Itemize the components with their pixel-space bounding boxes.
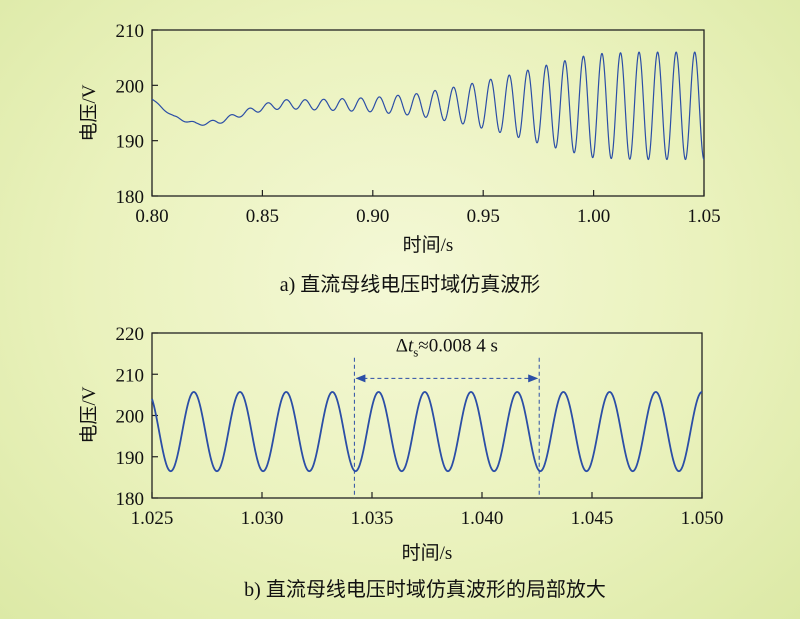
chart-b-ylabel: 电压/V	[78, 386, 100, 443]
chart-a-voltage-wave	[151, 51, 705, 161]
chart-a-caption: a) 直流母线电压时域仿真波形	[280, 273, 541, 296]
x-tick-label: 0.80	[135, 206, 168, 227]
chart-a-x-ticks: 0.80 0.85 0.90 0.95 1.00 1.05	[135, 190, 721, 227]
delta-sub: s	[413, 345, 418, 360]
y-tick-label: 200	[116, 407, 145, 428]
y-tick-label: 180	[116, 187, 145, 208]
chart-b-frame	[151, 332, 703, 499]
x-tick-label: 1.045	[571, 508, 614, 529]
chart-b-y-ticks: 180 190 200 210 220	[116, 324, 158, 510]
y-tick-label: 190	[116, 448, 145, 469]
chart-a-y-ticks: 180 190 200 210	[116, 21, 158, 208]
y-tick-label: 180	[116, 489, 145, 510]
x-tick-label: 1.035	[351, 508, 394, 529]
delta-var: t	[408, 336, 414, 357]
x-tick-label: 1.030	[241, 508, 284, 529]
x-tick-label: 0.85	[246, 206, 279, 227]
chart-a-xlabel: 时间/s	[403, 234, 454, 256]
y-tick-label: 210	[116, 365, 145, 386]
y-tick-label: 220	[116, 324, 145, 345]
chart-b-voltage-wave	[151, 391, 703, 473]
chart-b: 1.025 1.030 1.035 1.040 1.045 1.050 180 190 200…	[78, 324, 723, 601]
x-tick-label: 1.025	[131, 508, 174, 529]
y-tick-label: 200	[116, 76, 145, 97]
y-tick-label: 190	[116, 132, 145, 153]
chart-a: 0.80 0.85 0.90 0.95 1.00 1.05 180 190 200 210 时间…	[78, 21, 721, 296]
chart-b-interval-label: Δts≈0.008 4 s	[396, 336, 498, 360]
x-tick-label: 1.050	[681, 508, 724, 529]
x-tick-label: 0.90	[356, 206, 389, 227]
delta-symbol: Δ	[396, 336, 408, 357]
x-tick-label: 1.05	[687, 206, 720, 227]
chart-b-xlabel: 时间/s	[402, 542, 453, 564]
x-tick-label: 0.95	[467, 206, 500, 227]
x-tick-label: 1.040	[461, 508, 504, 529]
chart-b-caption: b) 直流母线电压时域仿真波形的局部放大	[244, 578, 606, 601]
chart-a-frame	[151, 29, 705, 197]
y-tick-label: 210	[116, 21, 145, 42]
x-tick-label: 1.00	[577, 206, 610, 227]
chart-a-ylabel: 电压/V	[78, 84, 100, 141]
delta-value: ≈0.008 4 s	[418, 336, 498, 357]
chart-b-x-ticks: 1.025 1.030 1.035 1.040 1.045 1.050	[131, 492, 724, 529]
